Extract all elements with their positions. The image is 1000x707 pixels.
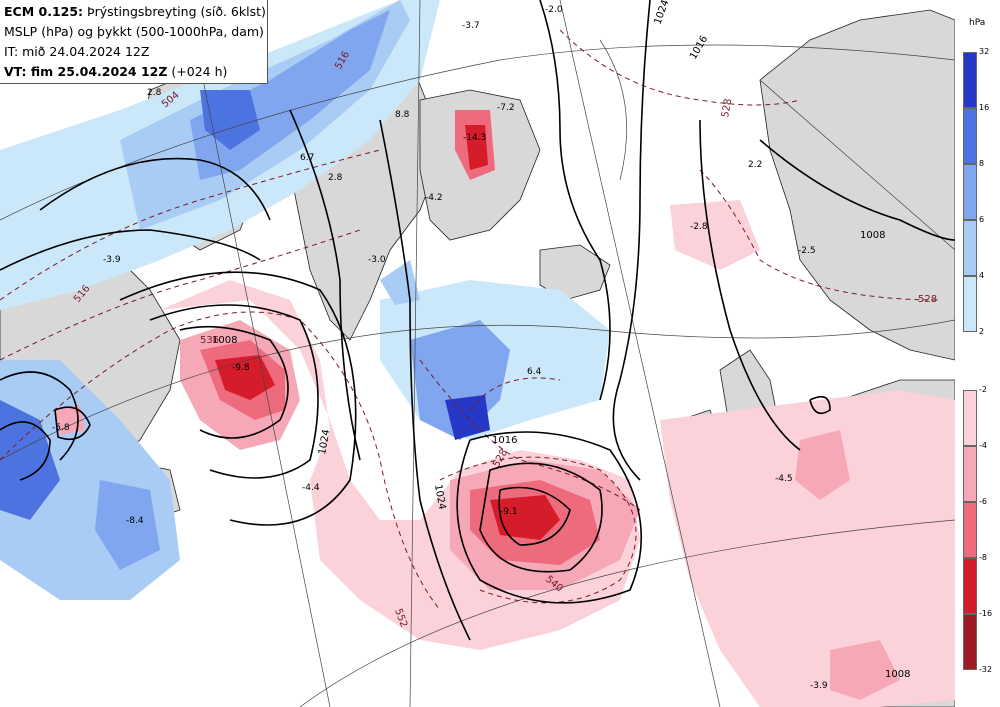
- legend-rise-tick-label: 2: [979, 327, 985, 336]
- isobar-label: 1016: [492, 435, 517, 446]
- color-legend: hPa 32 16 8 6 4 2 -2 -4 -6 -8 -16 -32: [955, 0, 1000, 707]
- tendency-label: -8.4: [126, 516, 144, 526]
- tendency-labels: 2.8 -3.9 6.7 2.8 8.8 -7.2 -14.3 -4.2 -3.…: [52, 5, 828, 691]
- legend-rise-swatch: [963, 276, 977, 332]
- isobar-label: 1024: [432, 484, 447, 511]
- tendency-label: 2.2: [748, 160, 762, 170]
- tendency-label: -9.1: [500, 507, 518, 517]
- tendency-label: -3.0: [368, 255, 386, 265]
- tendency-label: -5.8: [52, 423, 70, 433]
- legend-rise-swatch: [963, 108, 977, 164]
- tendency-label: -9.8: [232, 363, 250, 373]
- valid-time: VT: fim 25.04.2024 12Z: [4, 64, 168, 79]
- legend-fall-swatch: [963, 446, 977, 502]
- lead-time: (+024 h): [171, 64, 228, 79]
- thickness-contours: [0, 29, 941, 611]
- tendency-label: 2.8: [147, 88, 162, 98]
- land-iceland: [539, 244, 611, 301]
- tendency-label: -7.2: [497, 103, 515, 113]
- info-line-title: ECM 0.125: Þrýstingsbreyting (síð. 6klst…: [4, 2, 267, 22]
- legend-fall-tick-label: -2: [979, 385, 987, 394]
- tendency-label: -4.4: [302, 483, 320, 493]
- tendency-label: 8.8: [395, 110, 410, 120]
- tendency-label: -4.2: [425, 193, 443, 203]
- tendency-label: -14.3: [463, 133, 486, 143]
- legend-rise-swatch: [963, 52, 977, 108]
- tendency-label: -3.9: [810, 681, 828, 691]
- pressure-fall-areas: [55, 110, 955, 707]
- legend-fall-tick-label: -4: [979, 441, 987, 450]
- tendency-label: -2.5: [798, 246, 816, 256]
- legend-rise-tick-label: 6: [979, 215, 985, 224]
- isobar-label: 1008: [860, 230, 885, 241]
- legend-rise-swatch: [963, 220, 977, 276]
- tendency-label: -2.8: [690, 222, 708, 232]
- tendency-label: -4.5: [775, 474, 793, 484]
- isobars: [0, 0, 955, 641]
- legend-rise-tick-label: 32: [979, 47, 990, 56]
- legend-fall-swatch: [963, 502, 977, 558]
- legend-fall-tick-label: -32: [979, 665, 993, 674]
- tendency-label: -3.7: [462, 21, 480, 31]
- isobar-label: 1008: [212, 335, 237, 346]
- legend-fall-tick-label: -16: [979, 609, 993, 618]
- tendency-label: -2.0: [545, 5, 563, 15]
- tendency-label: -3.9: [103, 255, 121, 265]
- tendency-label: 2.8: [328, 173, 343, 183]
- info-line-valid-time: VT: fim 25.04.2024 12Z (+024 h): [4, 62, 267, 82]
- isobar-label: 1024: [317, 429, 332, 456]
- legend-fall-tick-label: -8: [979, 553, 987, 562]
- thickness-label: 536: [200, 335, 219, 346]
- isobar-label: 1008: [885, 669, 910, 680]
- legend-fall-swatch: [963, 558, 977, 614]
- isobar-label: 1016: [688, 34, 710, 62]
- weather-map: 1008 1024 1016 1024 1016 1024 1008 1008 …: [0, 0, 955, 707]
- land-scandinavia: [759, 9, 955, 361]
- thickness-label: 528: [720, 98, 734, 119]
- legend-rise-tick-label: 4: [979, 271, 985, 280]
- legend-unit: hPa: [969, 18, 986, 28]
- model-name: ECM 0.125:: [4, 4, 84, 19]
- legend-rise-tick-label: 16: [979, 103, 990, 112]
- graticule: [0, 0, 955, 707]
- thickness-label: 528: [918, 294, 937, 305]
- isobar-label: 1024: [652, 0, 671, 26]
- legend-rise-tick-label: 8: [979, 159, 985, 168]
- map-info-box: ECM 0.125: Þrýstingsbreyting (síð. 6klst…: [0, 0, 268, 84]
- isobar-labels: 1008 1024 1016 1024 1016 1024 1008 1008: [212, 0, 910, 680]
- legend-fall-swatch: [963, 390, 977, 446]
- legend-fall-swatch: [963, 614, 977, 670]
- info-line-init-time: IT: mið 24.04.2024 12Z: [4, 44, 150, 59]
- tendency-label: 6.4: [527, 367, 542, 377]
- tendency-label: 6.7: [300, 153, 314, 163]
- legend-fall-tick-label: -6: [979, 497, 987, 506]
- info-line-fields: MSLP (hPa) og þykkt (500-1000hPa, dam): [4, 24, 264, 39]
- field-name: Þrýstingsbreyting (síð. 6klst): [87, 4, 266, 19]
- legend-rise-swatch: [963, 164, 977, 220]
